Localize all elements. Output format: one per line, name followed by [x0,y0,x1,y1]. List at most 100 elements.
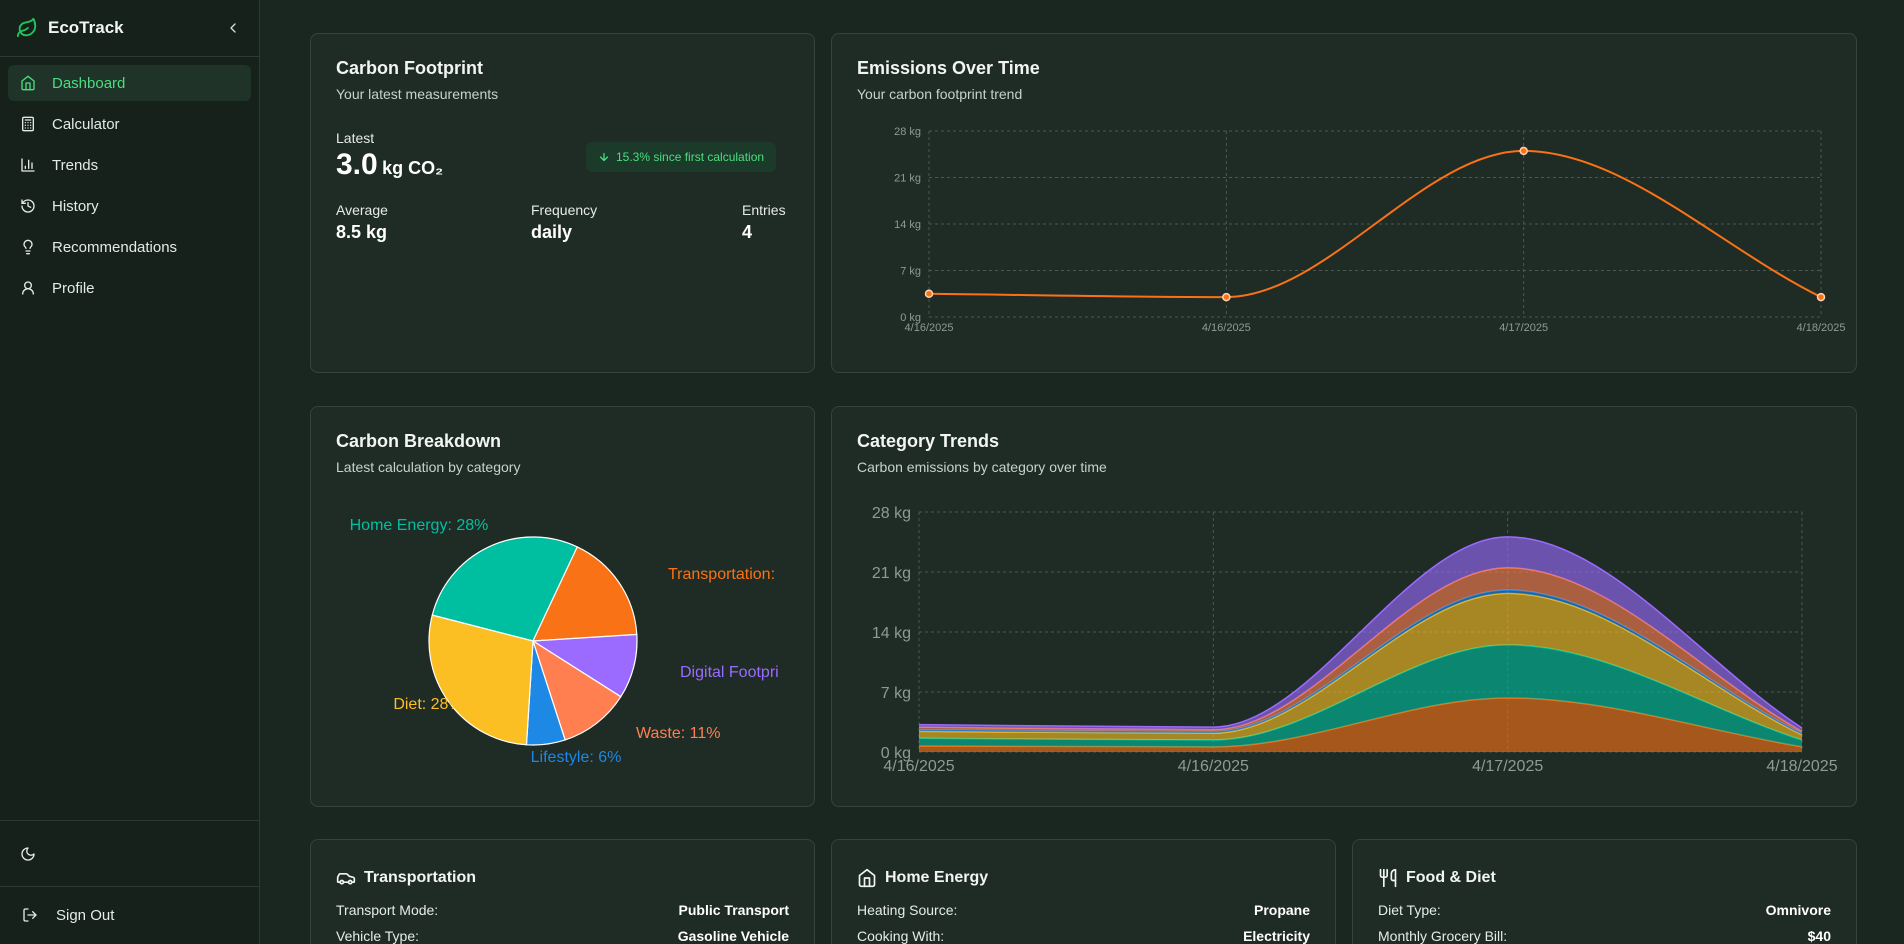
category-trends-area-chart: 0 kg 7 kg 14 kg 21 kg 28 kg 4/16/2025 4/16/202… [872,505,1838,775]
area-series [919,590,1802,735]
sidebar-item-history[interactable]: History [8,188,251,224]
latest-unit: kg CO₂ [382,158,444,178]
card-title: Carbon Footprint [336,58,483,78]
y-tick-label: 21 kg [872,565,911,582]
pie-label: Digital Footpri [680,664,779,681]
pie-slice [533,641,621,740]
sidebar-item-profile[interactable]: Profile [8,270,251,306]
area-series [919,698,1802,752]
sign-out-label: Sign Out [56,907,115,924]
area-series [919,567,1802,734]
average-label: Average [336,202,388,218]
card-subtitle: Your latest measurements [336,86,499,102]
y-tick-label: 28 kg [872,505,911,522]
home-energy-card: Home Energy Heating Source: Propane Cook… [831,839,1336,944]
x-tick-label: 4/17/2025 [1499,322,1548,334]
card-subtitle: Latest calculation by category [336,459,521,475]
pie-slice [533,547,637,641]
sidebar-item-recommendations[interactable]: Recommendations [8,229,251,265]
sidebar-footer: Sign Out [0,820,259,944]
y-tick-label: 28 kg [894,126,921,138]
pie-label: Home Energy: 28% [350,517,489,534]
sign-out-button[interactable]: Sign Out [0,886,259,944]
sidebar-nav: Dashboard Calculator Trends History Reco… [0,57,259,319]
card-subtitle: Carbon emissions by category over time [857,459,1107,475]
y-tick-label: 14 kg [872,625,911,642]
area-series [919,644,1802,747]
y-tick-label: 14 kg [894,219,921,231]
detail-card-title: Transportation [364,869,477,886]
y-tick-label: 0 kg [900,312,921,324]
sidebar-item-trends[interactable]: Trends [8,147,251,183]
detail-card-title: Food & Diet [1406,869,1496,886]
data-point [1222,292,1231,302]
sidebar-item-calculator[interactable]: Calculator [8,106,251,142]
bar-chart-icon [20,157,36,173]
entries-value: 4 [742,222,753,242]
lightbulb-icon [20,239,36,255]
sidebar-item-label: Dashboard [52,74,126,92]
carbon-breakdown-pie-chart: Home Energy: 28% Transportation: Digital F… [311,407,816,806]
house-icon [857,868,877,888]
data-point [1816,292,1826,302]
sidebar-item-label: Trends [52,156,99,174]
data-point [1519,146,1528,156]
card-title: Category Trends [857,431,1000,451]
card-subtitle: Your carbon footprint trend [857,86,1023,102]
latest-label: Latest [336,130,375,146]
app-name: EcoTrack [48,18,124,37]
data-point [924,289,934,298]
average-value: 8.5 kg [336,222,388,242]
home-icon [20,75,36,91]
area-series [919,536,1802,732]
x-tick-label: 4/16/2025 [1178,758,1249,775]
calculator-icon [20,116,36,132]
pie-slice [432,537,577,641]
detail-row: Monthly Grocery Bill: $40 [1378,928,1831,944]
food-diet-card: Food & Diet Diet Type: Omnivore Monthly … [1352,839,1857,944]
area-series [919,593,1802,740]
x-tick-label: 4/18/2025 [1766,758,1837,775]
frequency-label: Frequency [531,202,598,218]
carbon-breakdown-card: Carbon Breakdown Latest calculation by c… [310,406,815,807]
card-title: Emissions Over Time [857,58,1040,78]
user-icon [20,280,36,296]
theme-toggle-button[interactable] [20,846,36,862]
x-tick-label: 4/16/2025 [883,758,954,775]
pie-slice [429,615,533,745]
area-series-line [918,536,1803,729]
pie-label: Waste: 11% [636,725,720,742]
x-tick-label: 4/17/2025 [1472,758,1543,775]
carbon-footprint-card: Carbon Footprint Your latest measurement… [310,33,815,373]
sidebar-item-label: Recommendations [52,238,178,256]
emissions-over-time-card: Emissions Over Time Your carbon footprin… [831,33,1857,373]
detail-row: Cooking With: Electricity [857,928,1310,944]
change-badge: 15.3% since first calculation [586,142,777,172]
sidebar-item-label: Profile [52,279,95,297]
moon-icon [21,846,35,861]
emissions-line-chart: 0 kg 7 kg 14 kg 21 kg 28 kg 4/16/2025 4/16/202… [894,126,1846,334]
x-tick-label: 4/16/2025 [1202,322,1251,334]
theme-toggle-row [0,820,259,886]
collapse-sidebar-button[interactable] [223,18,243,38]
sidebar-item-label: Calculator [52,115,120,133]
series-line [928,149,1822,299]
sidebar-item-dashboard[interactable]: Dashboard [8,65,251,101]
detail-row: Transport Mode: Public Transport [336,902,789,918]
sidebar: EcoTrack Dashboard Calculator Trends His… [0,0,260,944]
history-icon [20,198,36,214]
pie-label: Diet: 28% [393,696,462,713]
leaf-icon [16,17,38,39]
y-tick-label: 21 kg [894,173,921,185]
entries-label: Entries [742,202,786,218]
x-tick-label: 4/16/2025 [905,322,954,334]
pie-label: Transportation: [668,566,775,583]
arrow-down-icon [599,152,609,162]
x-tick-label: 4/18/2025 [1797,322,1846,334]
car-icon [336,868,356,888]
detail-card-title: Home Energy [885,869,989,886]
y-tick-label: 7 kg [900,266,921,278]
latest-value: 3.0 [336,148,378,181]
log-out-icon [22,907,40,925]
brand-header: EcoTrack [0,0,259,57]
